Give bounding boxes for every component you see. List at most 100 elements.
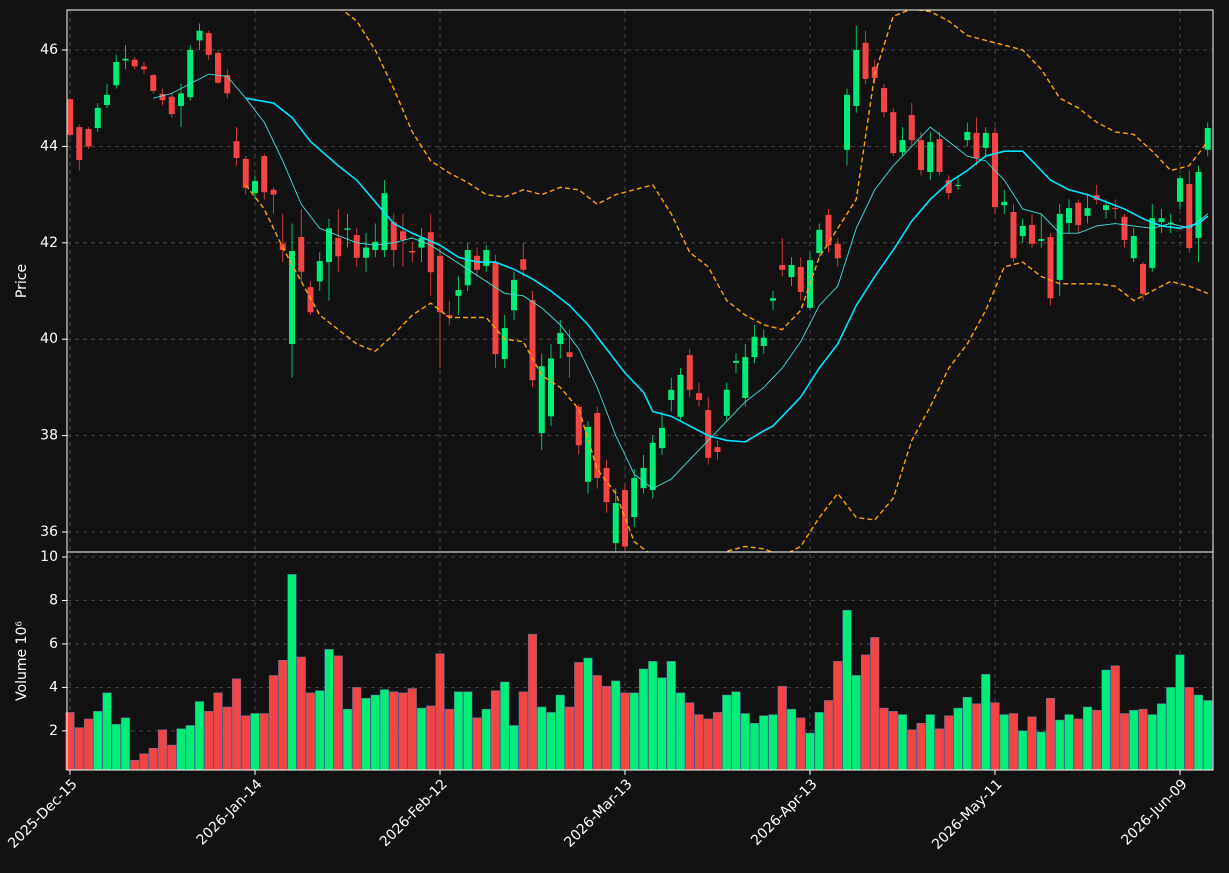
- candle-body: [455, 290, 462, 296]
- candle-body: [1001, 201, 1008, 206]
- volume-bar: [611, 680, 621, 771]
- volume-bar: [148, 748, 158, 771]
- volume-bar: [176, 728, 186, 771]
- candle-body: [853, 50, 860, 106]
- volume-bar: [74, 727, 84, 771]
- volume-bar: [1036, 731, 1046, 771]
- volume-bar: [444, 708, 454, 771]
- volume-bar: [167, 744, 177, 771]
- candle-body: [122, 58, 129, 61]
- volume-bar: [712, 712, 723, 771]
- candle-body: [1158, 218, 1165, 223]
- volume-bar: [139, 753, 149, 771]
- volume-bar: [851, 675, 861, 771]
- candle-body: [779, 264, 786, 270]
- candle-body: [437, 255, 443, 313]
- volume-bar: [333, 655, 343, 771]
- candle-body: [1103, 205, 1109, 211]
- price-panel: [67, 10, 1211, 552]
- candle-body: [381, 193, 388, 251]
- volume-bar: [472, 717, 482, 771]
- y-axis-label: Price: [14, 264, 30, 298]
- volume-bar: [1064, 714, 1074, 771]
- candle-body: [168, 96, 175, 115]
- candle-body: [742, 357, 749, 399]
- candle-body: [705, 410, 712, 458]
- volume-bar: [657, 677, 667, 771]
- candle-body: [1010, 211, 1017, 259]
- volume-bar: [407, 688, 417, 771]
- candle-body: [982, 132, 989, 148]
- candle-body: [1029, 224, 1035, 244]
- candle-body: [862, 42, 869, 79]
- candle-body: [94, 107, 101, 129]
- candle-body: [918, 140, 924, 171]
- candle-body: [270, 189, 277, 195]
- candle-body: [113, 62, 120, 86]
- candle-body: [640, 467, 647, 489]
- volume-bar: [389, 691, 399, 771]
- overlay-line: [245, 97, 1209, 443]
- candle-body: [899, 140, 906, 153]
- candle-body: [770, 298, 776, 301]
- volume-bar: [1101, 669, 1111, 771]
- volume-bar: [777, 686, 787, 771]
- volume-bar: [315, 690, 325, 771]
- candle-body: [1084, 208, 1091, 216]
- volume-bar: [731, 691, 741, 771]
- candle-body: [1075, 202, 1082, 225]
- volume-bar: [1203, 700, 1213, 771]
- candle-body: [104, 94, 110, 105]
- candle-body: [492, 262, 499, 355]
- candle-body: [159, 93, 166, 101]
- volume-bar: [1156, 703, 1167, 771]
- volume-bar: [250, 713, 260, 771]
- candle-body: [131, 59, 138, 67]
- volume-bar: [398, 692, 408, 771]
- candle-body: [187, 50, 194, 98]
- volume-bar: [740, 713, 750, 771]
- volume-bar: [879, 707, 889, 771]
- candle-body: [215, 52, 221, 83]
- candle-body: [881, 88, 887, 113]
- y-tick-label: 44: [40, 138, 58, 154]
- y2-tick-label: 10: [40, 549, 58, 565]
- candle-body: [76, 127, 83, 160]
- volume-bar: [1138, 708, 1148, 771]
- volume-bar: [379, 689, 390, 771]
- volume-bar: [833, 661, 843, 771]
- volume-bar: [971, 703, 982, 771]
- volume-bar: [463, 691, 473, 771]
- volume-bar: [666, 661, 676, 771]
- candle-body: [233, 141, 240, 158]
- volume-bar: [490, 690, 501, 771]
- volume-bar: [305, 692, 316, 771]
- candle-body: [1149, 218, 1156, 268]
- candle-body: [390, 222, 397, 251]
- volume-bar: [194, 701, 205, 771]
- volume-bar: [268, 675, 279, 771]
- volume-bar: [897, 714, 908, 771]
- candle-body: [816, 229, 823, 253]
- candle-body: [760, 337, 767, 346]
- candle-body: [603, 467, 610, 503]
- candle-body: [844, 94, 850, 150]
- volume-bar: [416, 707, 427, 771]
- volume-bar: [953, 707, 963, 771]
- candle-body: [427, 232, 434, 273]
- volume-bar: [934, 728, 945, 771]
- candle-body: [557, 332, 564, 345]
- volume-bar: [222, 706, 232, 771]
- candle-body: [520, 259, 527, 270]
- volume-bar: [1193, 694, 1204, 771]
- candle-body: [409, 250, 416, 253]
- volume-bar: [435, 653, 445, 771]
- candle-body: [612, 503, 619, 544]
- candle-body: [686, 355, 693, 390]
- volume-bar: [990, 702, 1000, 771]
- candle-body: [1066, 208, 1072, 224]
- volume-bar: [426, 705, 436, 771]
- volume-bar: [1092, 709, 1102, 771]
- volume-frame: [66, 551, 1214, 771]
- volume-bar: [916, 723, 926, 771]
